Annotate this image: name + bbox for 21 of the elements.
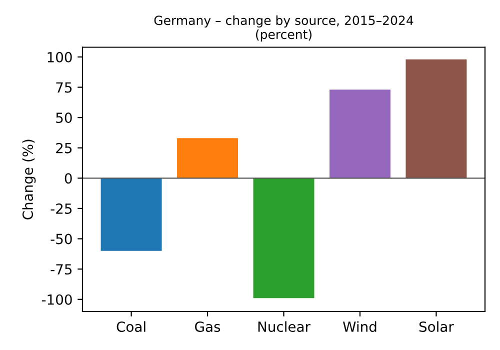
bar	[177, 138, 238, 178]
y-tick-label: 100	[48, 52, 72, 62]
y-tick-label: 75	[56, 82, 72, 93]
y-tick-label: 50	[56, 112, 72, 124]
bar	[100, 178, 162, 251]
x-tick-label: Wind	[342, 321, 376, 332]
y-tick-label: 25	[56, 142, 72, 154]
bar	[253, 178, 314, 298]
chart-title: Germany – change by source, 2015–2024 (percent)	[154, 15, 414, 42]
x-tick-label: Solar	[419, 321, 454, 332]
y-tick-label: -75	[50, 264, 72, 275]
bar	[406, 59, 467, 178]
y-axis-title: Change (%)	[22, 140, 36, 220]
x-tick-label: Coal	[116, 321, 146, 332]
x-tick-label: Nuclear	[258, 321, 310, 332]
y-tick-label: -25	[50, 203, 72, 214]
x-tick-label: Gas	[195, 321, 220, 332]
bar	[329, 90, 390, 178]
y-tick-label: -50	[50, 234, 72, 244]
y-tick-label: -100	[42, 294, 72, 305]
y-tick-label: 0	[64, 173, 72, 184]
